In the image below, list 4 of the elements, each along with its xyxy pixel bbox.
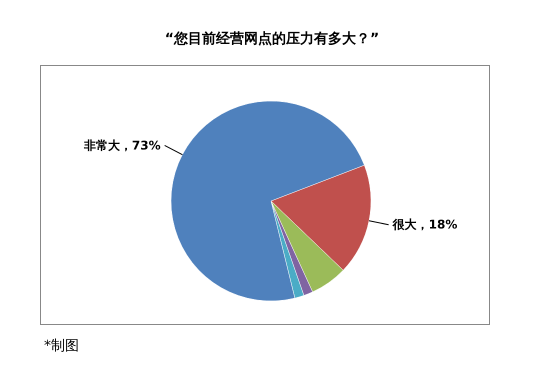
chart-title: “您目前经营网点的压力有多大？”: [164, 30, 380, 48]
text: *制图: [44, 337, 79, 355]
slice-label: 非常大，73%: [82, 138, 161, 152]
slice-label: 很大，18%: [392, 218, 458, 232]
